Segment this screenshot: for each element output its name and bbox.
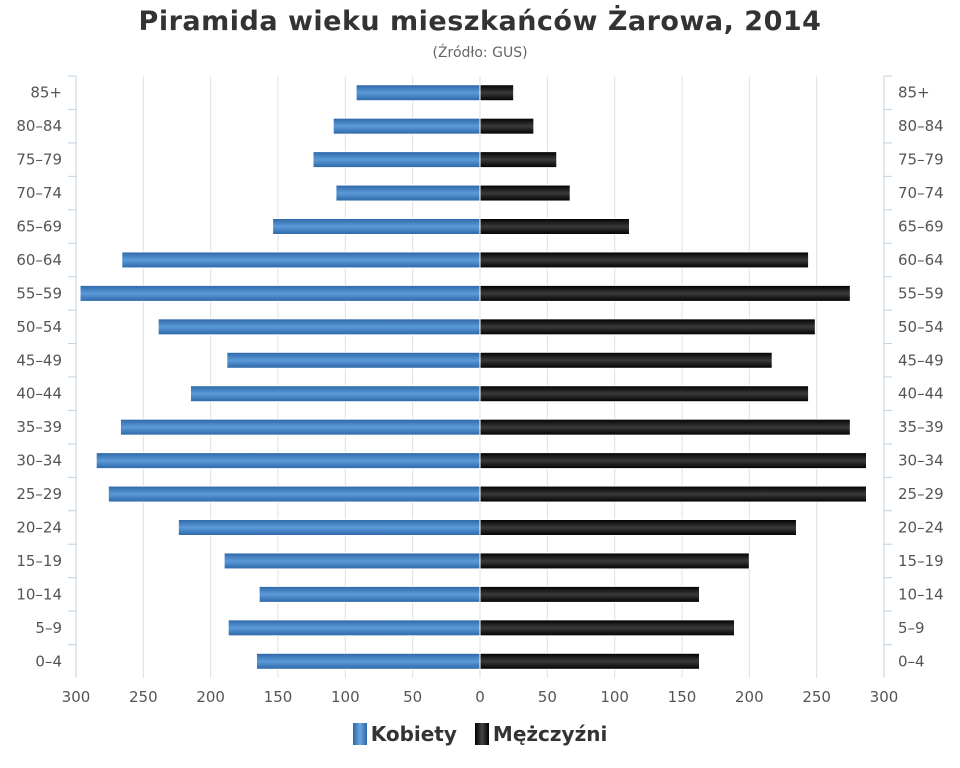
y-category-label-left: 45–49: [16, 351, 62, 369]
legend-item-mezczyzni[interactable]: Mężczyźni: [474, 722, 608, 746]
x-tick-label: 100: [600, 688, 629, 706]
legend-item-kobiety[interactable]: Kobiety: [352, 722, 457, 746]
y-category-label-right: 55–59: [898, 284, 944, 302]
y-category-label-left: 80–84: [16, 117, 62, 135]
bar-kobiety: [157, 318, 481, 336]
bar-mezczyzni: [479, 151, 558, 169]
y-category-label-left: 35–39: [16, 418, 62, 436]
bar-kobiety: [226, 351, 481, 369]
y-category-label-right: 60–64: [898, 251, 944, 269]
x-tick-label: 150: [264, 688, 293, 706]
y-category-label-right: 15–19: [898, 552, 944, 570]
bar-mezczyzni: [479, 184, 571, 202]
bar-kobiety: [255, 652, 481, 670]
bar-kobiety: [258, 585, 481, 603]
bar-kobiety: [95, 452, 481, 470]
y-category-label-left: 15–19: [16, 552, 62, 570]
y-category-label-left: 25–29: [16, 485, 62, 503]
bar-mezczyzni: [479, 519, 797, 536]
y-category-label-right: 80–84: [898, 117, 944, 135]
x-tick-label: 200: [196, 688, 225, 706]
bar-kobiety: [312, 151, 481, 169]
x-tick-label: 50: [403, 688, 422, 706]
bar-kobiety: [121, 251, 481, 269]
bar-kobiety: [189, 385, 481, 403]
bar-kobiety: [79, 284, 481, 302]
bar-mezczyzni: [479, 652, 701, 670]
y-category-label-left: 40–44: [16, 385, 62, 403]
y-category-label-right: 65–69: [898, 218, 944, 236]
y-category-label-right: 0–4: [898, 652, 925, 670]
bar-mezczyzni: [479, 218, 630, 235]
y-category-label-right: 40–44: [898, 385, 944, 403]
x-tick-label: 150: [668, 688, 697, 706]
y-category-label-right: 50–54: [898, 318, 944, 336]
y-category-label-right: 70–74: [898, 184, 944, 202]
bar-kobiety: [177, 519, 481, 536]
y-category-label-left: 0–4: [35, 652, 62, 670]
legend-label: Kobiety: [370, 722, 457, 746]
y-category-label-left: 60–64: [16, 251, 62, 269]
bar-mezczyzni: [479, 117, 535, 135]
chart-title: Piramida wieku mieszkańców Żarowa, 2014: [138, 6, 822, 37]
bar-kobiety: [332, 117, 481, 135]
y-category-label-right: 5–9: [898, 619, 925, 637]
legend-swatch-black: [474, 723, 489, 745]
y-category-label-left: 30–34: [16, 452, 62, 470]
y-category-label-right: 20–24: [898, 519, 944, 537]
y-category-label-right: 25–29: [898, 485, 944, 503]
bar-kobiety: [335, 184, 481, 202]
bar-mezczyzni: [479, 485, 867, 503]
bar-mezczyzni: [479, 585, 701, 603]
bar-kobiety: [355, 84, 481, 102]
x-tick-label: 300: [62, 688, 91, 706]
bar-mezczyzni: [479, 552, 750, 570]
y-category-label-left: 10–14: [16, 585, 62, 603]
bar-kobiety: [107, 485, 481, 503]
bar-mezczyzni: [479, 84, 515, 102]
legend-swatch-blue: [352, 723, 367, 745]
y-category-label-right: 10–14: [898, 585, 944, 603]
chart-subtitle: (Źródło: GUS): [432, 45, 528, 61]
y-category-label-right: 45–49: [898, 351, 944, 369]
y-category-label-left: 75–79: [16, 151, 62, 169]
bar-mezczyzni: [479, 251, 810, 269]
x-tick-label: 0: [475, 688, 485, 706]
bar-mezczyzni: [479, 284, 851, 302]
bar-kobiety: [223, 552, 481, 570]
y-category-label-left: 65–69: [16, 218, 62, 236]
x-tick-label: 50: [538, 688, 557, 706]
y-category-label-right: 35–39: [898, 418, 944, 436]
y-category-label-left: 55–59: [16, 284, 62, 302]
x-tick-label: 250: [802, 688, 831, 706]
x-tick-label: 250: [129, 688, 158, 706]
y-category-label-left: 70–74: [16, 184, 62, 202]
bar-kobiety: [272, 218, 481, 235]
y-category-label-right: 30–34: [898, 452, 944, 470]
y-category-label-left: 50–54: [16, 318, 62, 336]
legend-label: Mężczyźni: [492, 722, 608, 746]
y-category-label-left: 85+: [30, 84, 62, 102]
x-tick-label: 200: [735, 688, 764, 706]
y-category-label-left: 5–9: [35, 619, 62, 637]
bar-mezczyzni: [479, 385, 810, 403]
y-category-label-right: 75–79: [898, 151, 944, 169]
y-category-label-right: 85+: [898, 84, 930, 102]
bar-kobiety: [227, 619, 481, 637]
bar-mezczyzni: [479, 619, 736, 637]
x-tick-label: 300: [870, 688, 899, 706]
bar-mezczyzni: [479, 351, 773, 369]
bar-kobiety: [119, 418, 481, 436]
y-category-label-left: 20–24: [16, 519, 62, 537]
bar-mezczyzni: [479, 318, 816, 336]
legend: Kobiety Mężczyźni: [0, 722, 960, 746]
bar-mezczyzni: [479, 418, 851, 436]
x-tick-label: 100: [331, 688, 360, 706]
bar-mezczyzni: [479, 452, 867, 470]
